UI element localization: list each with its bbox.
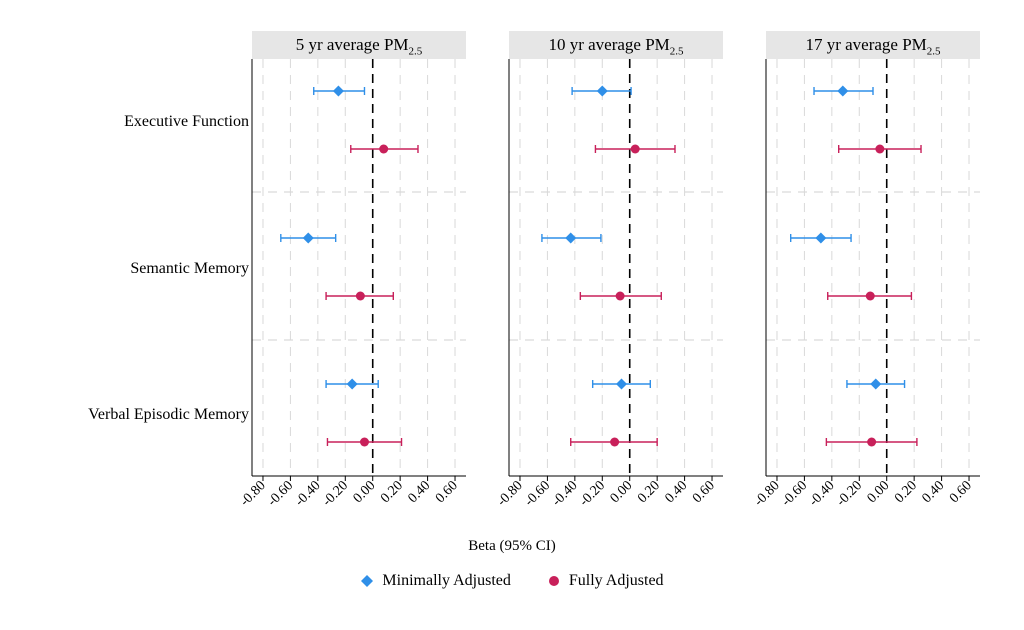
estimate-diamond [837, 85, 849, 97]
legend-label: Minimally Adjusted [382, 572, 511, 589]
x-tick-label: 0.00 [865, 478, 893, 506]
estimate-circle [355, 291, 365, 301]
panel-title-subscript: 2.5 [408, 45, 423, 58]
x-tick-label: 0.60 [947, 478, 975, 506]
panel-title-17yr: 17 yr average PM2.5 [766, 31, 980, 59]
estimate-diamond [565, 232, 577, 244]
estimate-circle [875, 144, 885, 154]
x-tick-label: 0.60 [433, 478, 461, 506]
x-tick-label: -0.80 [495, 478, 526, 509]
x-tick-label: -0.80 [238, 478, 269, 509]
panel-title-text: 10 yr average PM [548, 35, 670, 54]
estimate-diamond [815, 232, 827, 244]
estimate-circle [630, 144, 640, 154]
x-tick-label: 0.40 [919, 478, 947, 506]
estimate-diamond [332, 85, 344, 97]
x-tick-label: -0.60 [522, 478, 553, 509]
x-tick-label: 0.20 [378, 478, 406, 506]
x-axis-title: Beta (95% CI) [468, 538, 556, 554]
estimate-diamond [346, 378, 358, 390]
x-tick-label: -0.20 [834, 478, 865, 509]
estimate-diamond [302, 232, 314, 244]
panel-title-text: 17 yr average PM [805, 35, 927, 54]
x-tick-label: 0.60 [690, 478, 718, 506]
estimate-circle [379, 144, 389, 154]
estimate-circle [865, 291, 875, 301]
x-tick-label: -0.80 [752, 478, 783, 509]
estimate-circle [615, 291, 625, 301]
x-tick-label: -0.20 [577, 478, 608, 509]
row-label-semantic-memory: Semantic Memory [130, 260, 249, 277]
estimate-diamond [870, 378, 882, 390]
legend-item-fully-adjusted: Fully Adjusted [547, 572, 664, 590]
row-label-verbal-episodic-memory: Verbal Episodic Memory [88, 406, 249, 423]
estimate-circle [359, 437, 369, 447]
panel-title-5yr: 5 yr average PM2.5 [252, 31, 466, 59]
legend: Minimally Adjusted Fully Adjusted [0, 572, 1024, 590]
estimate-circle [610, 437, 620, 447]
x-tick-label: 0.00 [608, 478, 636, 506]
x-tick-label: -0.40 [806, 478, 837, 509]
x-tick-label: 0.40 [662, 478, 690, 506]
x-tick-label: -0.20 [320, 478, 351, 509]
x-tick-label: -0.60 [779, 478, 810, 509]
panel-title-subscript: 2.5 [669, 45, 684, 58]
x-tick-label: 0.20 [635, 478, 663, 506]
x-tick-label: 0.40 [405, 478, 433, 506]
panel-title-subscript: 2.5 [926, 45, 941, 58]
x-tick-label: -0.40 [292, 478, 323, 509]
x-tick-label: -0.40 [549, 478, 580, 509]
diamond-icon [361, 575, 374, 587]
panel-title-10yr: 10 yr average PM2.5 [509, 31, 723, 59]
x-tick-label: 0.20 [892, 478, 920, 506]
estimate-diamond [596, 85, 608, 97]
x-tick-label: 0.00 [351, 478, 379, 506]
estimate-circle [867, 437, 877, 447]
forest-plot-svg: -0.80-0.60-0.40-0.20 0.00 0.20 0.40 0.60 -0.8… [238, 59, 980, 509]
x-tick-label: -0.60 [265, 478, 296, 509]
legend-label: Fully Adjusted [568, 572, 664, 589]
row-label-executive-function: Executive Function [124, 113, 249, 130]
circle-icon [548, 576, 559, 586]
legend-item-minimally-adjusted: Minimally Adjusted [360, 572, 511, 590]
panel-title-text: 5 yr average PM [295, 35, 409, 54]
estimate-diamond [615, 378, 627, 390]
